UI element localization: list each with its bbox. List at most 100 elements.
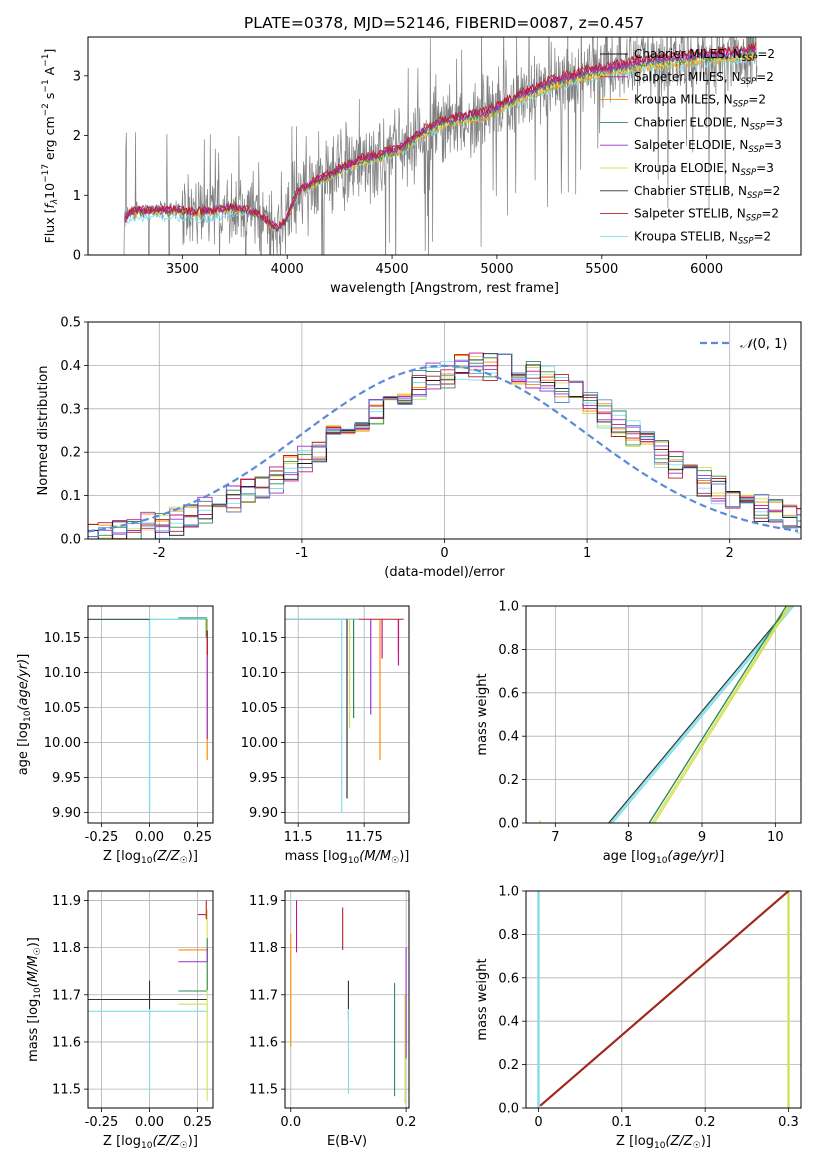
legend-label: Chabrier ELODIE, NSSP=3: [634, 115, 783, 132]
x-tick-label: 11.75: [346, 830, 383, 845]
residuals-legend: 𝒩(0, 1): [700, 337, 787, 352]
axes-frame: [87, 36, 802, 256]
x-tick-label: 0: [534, 1115, 542, 1130]
x-axis-label: mass [log10(M/M☉)]: [285, 849, 410, 866]
y-tick-label: 0.2: [498, 1058, 519, 1073]
y-tick-label: 0.4: [498, 730, 519, 745]
y-tick-label: 0.5: [60, 316, 81, 331]
y-tick-label: 11.9: [249, 894, 278, 909]
cumulative-mass-weight-line: [653, 606, 791, 823]
figure-title: PLATE=0378, MJD=52146, FIBERID=0087, z=0…: [244, 14, 644, 32]
x-axis-label: age [log10(age/yr)]: [603, 849, 725, 866]
y-tick-label: 9.95: [52, 771, 81, 786]
y-tick-label: 11.8: [249, 941, 278, 956]
y-tick-label: 10.05: [44, 701, 81, 716]
y-axis-label: Flux [fλ10−17 erg cm−2 s−1 A−1]: [41, 49, 60, 244]
legend-label: Salpeter STELIB, NSSP=2: [634, 207, 779, 224]
y-tick-label: 10.00: [241, 736, 278, 751]
massweight-vs-metallicity-panel: 0 0.1 0.2 0.3 0.0 0.2 0.4 0.6 0.8 1.0 Z [log10(Z/Z…: [475, 885, 802, 1151]
y-tick-label: 0.3: [60, 402, 81, 417]
x-axis-label: wavelength [Angstrom, rest frame]: [330, 281, 559, 296]
y-tick-label: 1: [73, 189, 81, 204]
x-tick-label: 0.00: [135, 1115, 164, 1130]
residual-histogram-step: [88, 354, 801, 538]
legend-label: Kroupa STELIB, NSSP=2: [634, 229, 771, 246]
x-tick-label: 8: [625, 830, 633, 845]
y-tick-label: 9.90: [249, 806, 278, 821]
cumulative-mass-weight-line: [648, 606, 787, 823]
x-tick-label: 10: [767, 830, 784, 845]
y-tick-label: 11.7: [249, 988, 278, 1003]
x-tick-label: 0.2: [695, 1115, 716, 1130]
y-axis-label: Normed distribution: [36, 366, 51, 496]
y-tick-label: 1.0: [498, 600, 519, 615]
y-tick-label: 11.9: [52, 894, 81, 909]
y-tick-label: 11.6: [52, 1035, 81, 1050]
y-axis-label: mass [log10(M/M☉)]: [26, 937, 43, 1062]
legend-label: Salpeter MILES, NSSP=2: [634, 70, 774, 87]
y-tick-label: 10.15: [241, 631, 278, 646]
cumulative-mass-weight-line: [608, 606, 791, 823]
residual-histogram-step: [88, 353, 801, 539]
spectrum-plot-area: [122, 37, 758, 255]
y-tick-label: 0.6: [498, 971, 519, 986]
axes-frame: [284, 890, 410, 1109]
y-tick-label: 10.05: [241, 701, 278, 716]
legend-label: Salpeter ELODIE, NSSP=3: [634, 138, 782, 155]
x-axis-label: Z [log10(Z/Z☉)]: [103, 1134, 198, 1151]
y-tick-label: 0.2: [498, 773, 519, 788]
age_vs_mass-plot-area: [285, 618, 404, 813]
y-tick-label: 11.7: [52, 988, 81, 1003]
age_vs_Z-plot-area: [88, 617, 208, 813]
legend-label: 𝒩(0, 1): [740, 337, 787, 352]
y-tick-label: 10.10: [44, 666, 81, 681]
cumulative-mass-weight-line: [651, 606, 790, 823]
x-tick-label: 0: [440, 546, 448, 561]
massweight_vs_age-plot-area: [538, 606, 795, 823]
y-tick-label: 0.0: [498, 817, 519, 832]
axes-frame: [87, 890, 214, 1109]
y-tick-label: 11.5: [52, 1083, 81, 1098]
y-tick-label: 0.0: [60, 533, 81, 548]
mass-vs-metallicity-panel: -0.25 0.00 0.25 11.5 11.6 11.7 11.8 11.9 Z [log1…: [26, 890, 214, 1151]
x-tick-label: 0.25: [183, 830, 212, 845]
mass_vs_ebv-plot-area: [290, 900, 407, 1104]
x-tick-label: 7: [551, 830, 559, 845]
cumulative-mass-weight-line: [539, 891, 790, 1107]
x-tick-label: 4500: [376, 262, 409, 277]
legend-label: Chabrier STELIB, NSSP=2: [634, 184, 780, 201]
y-axis-label: age [log10(age/yr)]: [16, 654, 33, 776]
legend-label: Kroupa MILES, NSSP=2: [634, 93, 766, 110]
axes-frame: [284, 605, 410, 824]
age-vs-mass-panel: 11.5 11.75 9.90 9.95 10.00 10.05 10.10 10.15 mas…: [241, 605, 410, 866]
y-tick-label: 1.0: [498, 885, 519, 900]
axes-frame: [87, 605, 214, 824]
x-tick-label: 4000: [271, 262, 304, 277]
massweight_vs_Z-plot-area: [537, 891, 790, 1108]
x-axis-label: (data-model)/error: [384, 565, 505, 580]
legend-label: Chabrier MILES, NSSP=2: [634, 47, 775, 64]
age-vs-metallicity-panel: -0.25 0.00 0.25 9.90 9.95 10.00 10.05 10.10 10.1…: [16, 605, 214, 866]
y-tick-label: 0.2: [60, 446, 81, 461]
y-tick-label: 0.6: [498, 686, 519, 701]
observed-spectrum-line: [122, 37, 758, 255]
y-tick-label: 9.95: [249, 771, 278, 786]
y-tick-label: 9.90: [52, 806, 81, 821]
y-tick-label: 10.10: [241, 666, 278, 681]
x-tick-label: 0.0: [280, 1115, 301, 1130]
x-tick-label: 0.25: [183, 1115, 212, 1130]
y-tick-label: 0.1: [60, 489, 81, 504]
x-tick-label: 5000: [480, 262, 513, 277]
x-tick-label: 0.00: [135, 830, 164, 845]
residuals-panel: 𝒩(0, 1) -2 -1 0 1 2 0.0 0.1 0.2 0.3 0.4 0.5 (data-mo…: [36, 316, 802, 580]
x-tick-label: 6000: [690, 262, 723, 277]
x-tick-label: 9: [698, 830, 706, 845]
y-axis-label: mass weight: [475, 673, 490, 755]
x-axis-label: Z [log10(Z/Z☉)]: [103, 849, 198, 866]
spectrum-legend: Chabrier MILES, NSSP=2 Salpeter MILES, NS…: [600, 47, 783, 246]
massweight-vs-age-panel: 7 8 9 10 0.0 0.2 0.4 0.6 0.8 1.0 age [log10(age/yr…: [475, 600, 802, 866]
residuals-plot-area: [88, 352, 801, 539]
y-tick-label: 11.5: [249, 1083, 278, 1098]
y-tick-label: 0.8: [498, 928, 519, 943]
axes-frame: [525, 890, 802, 1109]
